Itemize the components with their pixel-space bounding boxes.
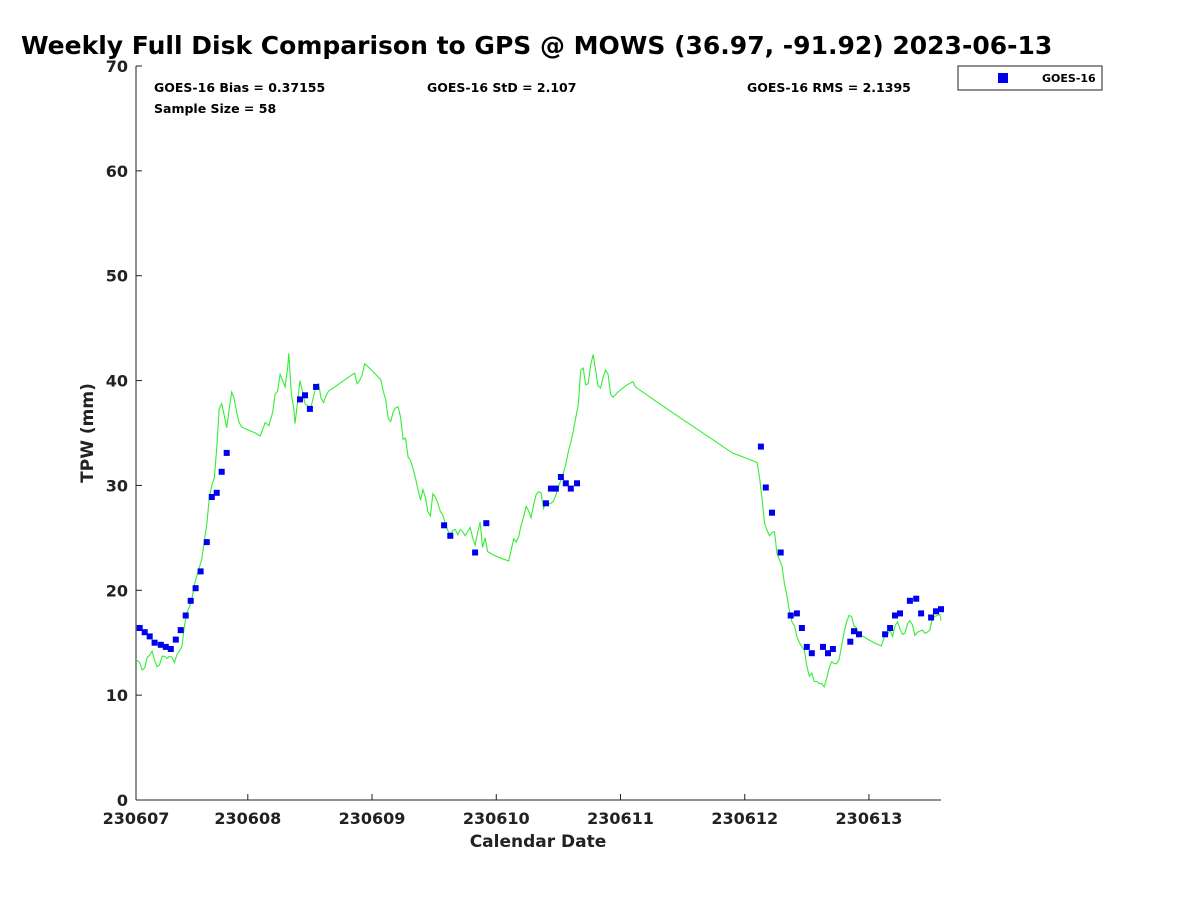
plot-area: 0 10 20 30 40 50 60 70 230607 230608 230609 230610… [103, 57, 944, 828]
goes16-point [472, 549, 479, 556]
goes16-point [777, 549, 784, 556]
goes16-point [803, 643, 810, 650]
goes16-point [562, 480, 569, 487]
y-axis-label: TPW (mm) [78, 383, 98, 483]
goes16-point [213, 489, 220, 496]
goes16-point [829, 646, 836, 652]
goes16-point [543, 500, 549, 507]
goes16-point [218, 468, 225, 475]
goes16-point [162, 643, 169, 650]
chart-title: Weekly Full Disk Comparison to GPS @ MOW… [21, 31, 1052, 60]
goes16-point [856, 631, 862, 638]
y-tick-label: 10 [106, 686, 128, 705]
goes16-point [441, 522, 448, 529]
x-tick-label: 230613 [836, 809, 903, 828]
std-label: GOES-16 StD = 2.107 [427, 80, 576, 95]
gps-series [135, 353, 942, 688]
goes16-point [167, 646, 174, 652]
goes16-point [820, 643, 826, 650]
legend-marker-goes16 [998, 73, 1008, 83]
goes16-point [141, 629, 148, 636]
goes16-point [793, 610, 800, 617]
goes16-point [557, 474, 564, 480]
legend-box [957, 65, 1103, 91]
goes16-point [882, 631, 889, 638]
goes16-point [906, 597, 913, 604]
goes16-point [157, 641, 164, 648]
goes16-point [847, 638, 854, 645]
x-tick-label: 230609 [339, 809, 406, 828]
y-tick-label: 60 [106, 162, 128, 181]
goes16-point [146, 633, 153, 640]
goes16-point [769, 509, 775, 516]
goes16-point [313, 383, 320, 390]
legend: GOES-16 [957, 65, 1103, 91]
goes16-point [447, 532, 454, 539]
legend-label-goes16: GOES-16 [1042, 72, 1096, 85]
goes16-point [928, 614, 935, 621]
goes16-point [552, 485, 559, 492]
rms-label: GOES-16 RMS = 2.1395 [747, 80, 911, 95]
goes16-point [851, 628, 857, 635]
goes16-point [182, 612, 189, 619]
goes16-point [808, 650, 815, 657]
goes16-point [567, 485, 574, 492]
goes16-point [787, 612, 794, 619]
goes16-point [297, 396, 303, 403]
goes16-point [798, 625, 805, 631]
goes16-point [762, 484, 769, 491]
goes16-point [223, 449, 230, 456]
goes16-point [172, 636, 179, 643]
goes16-point [825, 650, 831, 657]
sample-size-label: Sample Size = 58 [154, 101, 276, 116]
y-axis: 0 10 20 30 40 50 60 70 [106, 57, 142, 810]
bias-label: GOES-16 Bias = 0.37155 [154, 80, 325, 95]
y-tick-label: 40 [106, 372, 128, 391]
goes16-point [933, 608, 939, 615]
goes16-point [192, 585, 199, 592]
goes16-point [177, 627, 184, 634]
goes16-point [574, 480, 580, 487]
goes16-point [203, 539, 210, 546]
goes16-point [136, 625, 143, 631]
y-tick-label: 30 [106, 476, 128, 495]
goes16-point [913, 595, 920, 602]
goes16-point [547, 485, 554, 492]
goes16-point [302, 392, 308, 399]
goes16-point [938, 606, 944, 613]
goes16-point [892, 612, 898, 619]
goes16-point [306, 405, 313, 412]
y-tick-label: 0 [117, 791, 128, 810]
x-tick-label: 230612 [711, 809, 778, 828]
goes16-point [757, 443, 764, 450]
x-tick-label: 230611 [587, 809, 654, 828]
goes16-point [918, 610, 925, 617]
goes16-point [151, 639, 158, 646]
y-tick-label: 70 [106, 57, 128, 76]
goes16-point [197, 568, 204, 575]
x-tick-label: 230607 [103, 809, 170, 828]
y-tick-label: 20 [106, 581, 128, 600]
gps-line [135, 353, 942, 688]
y-tick-label: 50 [106, 267, 128, 286]
x-axis-label: Calendar Date [470, 832, 607, 852]
x-tick-label: 230608 [214, 809, 281, 828]
x-axis: 230607 230608 230609 230610 230611 230612 2306… [103, 794, 903, 828]
goes16-point [897, 610, 903, 617]
goes16-point [208, 494, 215, 500]
goes16-point [483, 520, 490, 527]
goes16-point [887, 625, 894, 631]
goes16-point [187, 597, 194, 604]
x-tick-label: 230610 [463, 809, 530, 828]
goes16-series [136, 383, 944, 657]
